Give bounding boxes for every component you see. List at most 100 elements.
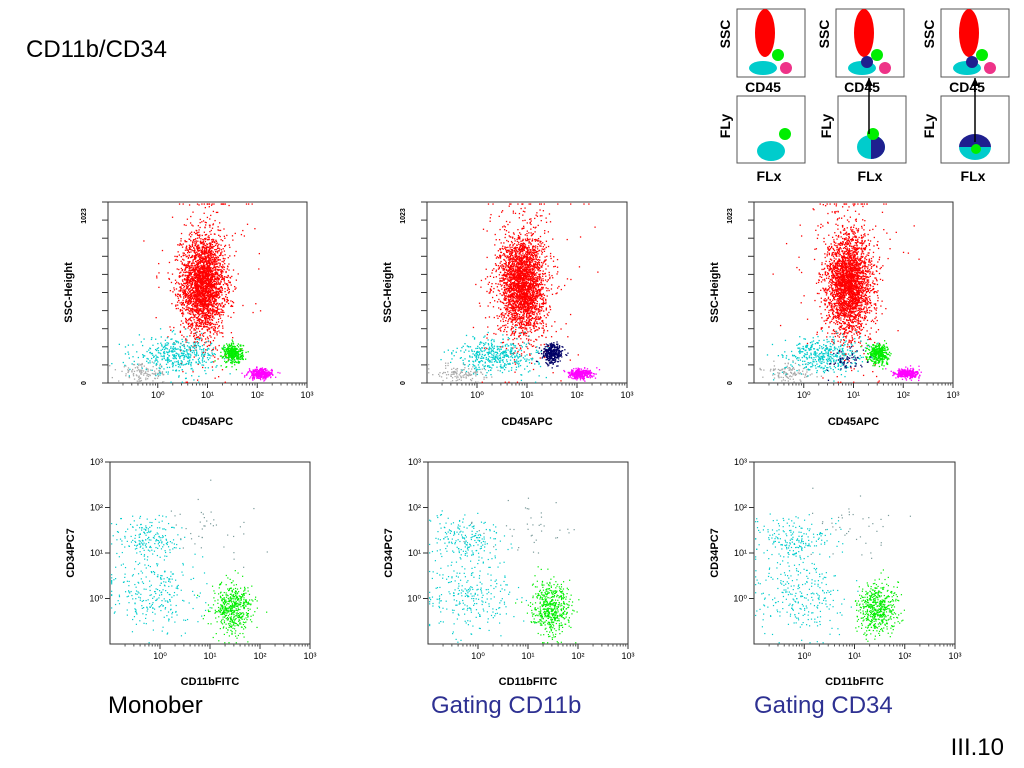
data-point: [205, 338, 206, 339]
data-point: [218, 235, 219, 236]
data-point: [235, 352, 236, 353]
data-point: [222, 298, 223, 299]
data-point: [203, 365, 204, 366]
data-point: [210, 258, 211, 259]
data-point: [200, 241, 201, 242]
data-point: [205, 323, 206, 324]
data-point: [225, 296, 226, 297]
data-point: [209, 218, 210, 219]
data-point: [235, 233, 236, 234]
data-point: [213, 270, 214, 271]
data-point: [223, 284, 224, 285]
data-point: [198, 300, 199, 301]
data-point: [249, 370, 250, 371]
data-point: [158, 347, 159, 348]
data-point: [215, 327, 216, 328]
data-point: [208, 266, 209, 267]
data-point: [194, 259, 195, 260]
data-point: [221, 272, 222, 273]
data-point: [214, 360, 215, 361]
data-point: [228, 353, 229, 354]
data-point: [215, 348, 216, 349]
data-point: [493, 277, 494, 278]
data-point: [173, 287, 174, 288]
data-point: [156, 350, 157, 351]
data-point: [204, 361, 205, 362]
data-point: [210, 263, 211, 264]
data-point: [202, 361, 203, 362]
data-point: [241, 357, 242, 358]
data-point: [162, 373, 163, 374]
schematic-ylabel: SSC: [816, 20, 832, 49]
data-point: [205, 238, 206, 239]
data-point: [183, 243, 184, 244]
data-point: [182, 315, 183, 316]
data-point: [208, 283, 209, 284]
data-point: [170, 290, 171, 291]
data-point: [190, 317, 191, 318]
data-point: [229, 344, 230, 345]
data-point: [517, 315, 518, 316]
data-point: [231, 306, 232, 307]
data-point: [219, 222, 220, 223]
data-point: [193, 271, 194, 272]
data-point: [191, 263, 192, 264]
data-point: [240, 350, 241, 351]
data-point: [215, 272, 216, 273]
data-point: [192, 306, 193, 307]
data-point: [220, 252, 221, 253]
data-point: [146, 373, 147, 374]
data-point: [216, 307, 217, 308]
data-point: [202, 360, 203, 361]
data-point: [205, 239, 206, 240]
data-point: [223, 312, 224, 313]
data-point: [147, 371, 148, 372]
data-point: [192, 359, 193, 360]
data-point: [218, 250, 219, 251]
data-point: [196, 246, 197, 247]
data-point: [156, 317, 157, 318]
data-point: [205, 304, 206, 305]
data-point: [195, 287, 196, 288]
data-point: [186, 356, 187, 357]
data-point: [177, 296, 178, 297]
data-point: [237, 345, 238, 346]
data-point: [210, 280, 211, 281]
data-point: [229, 247, 230, 248]
x-tick-label: 10³: [300, 390, 313, 400]
data-point: [252, 312, 253, 313]
data-point: [162, 356, 163, 357]
data-point: [199, 323, 200, 324]
data-point: [180, 276, 181, 277]
data-point: [185, 297, 186, 298]
schematic-ylabel: FLy: [921, 114, 937, 139]
data-point: [145, 371, 146, 372]
data-point: [171, 282, 172, 283]
data-point: [228, 357, 229, 358]
data-point: [158, 287, 159, 288]
data-point: [217, 212, 218, 213]
data-point: [230, 317, 231, 318]
data-point: [181, 268, 182, 269]
data-point: [177, 260, 178, 261]
data-point: [203, 291, 204, 292]
data-point: [220, 254, 221, 255]
data-point: [146, 351, 147, 352]
data-point: [213, 309, 214, 310]
data-point: [177, 348, 178, 349]
data-point: [189, 245, 190, 246]
data-point: [211, 302, 212, 303]
data-point: [252, 371, 253, 372]
data-point: [212, 361, 213, 362]
data-point: [209, 324, 210, 325]
data-point: [193, 329, 194, 330]
data-point: [204, 269, 205, 270]
data-point: [194, 265, 195, 266]
data-point: [194, 248, 195, 249]
data-point: [532, 270, 533, 271]
data-point: [180, 290, 181, 291]
data-point: [188, 326, 189, 327]
data-point: [506, 230, 507, 231]
data-point: [140, 371, 141, 372]
data-point: [191, 305, 192, 306]
